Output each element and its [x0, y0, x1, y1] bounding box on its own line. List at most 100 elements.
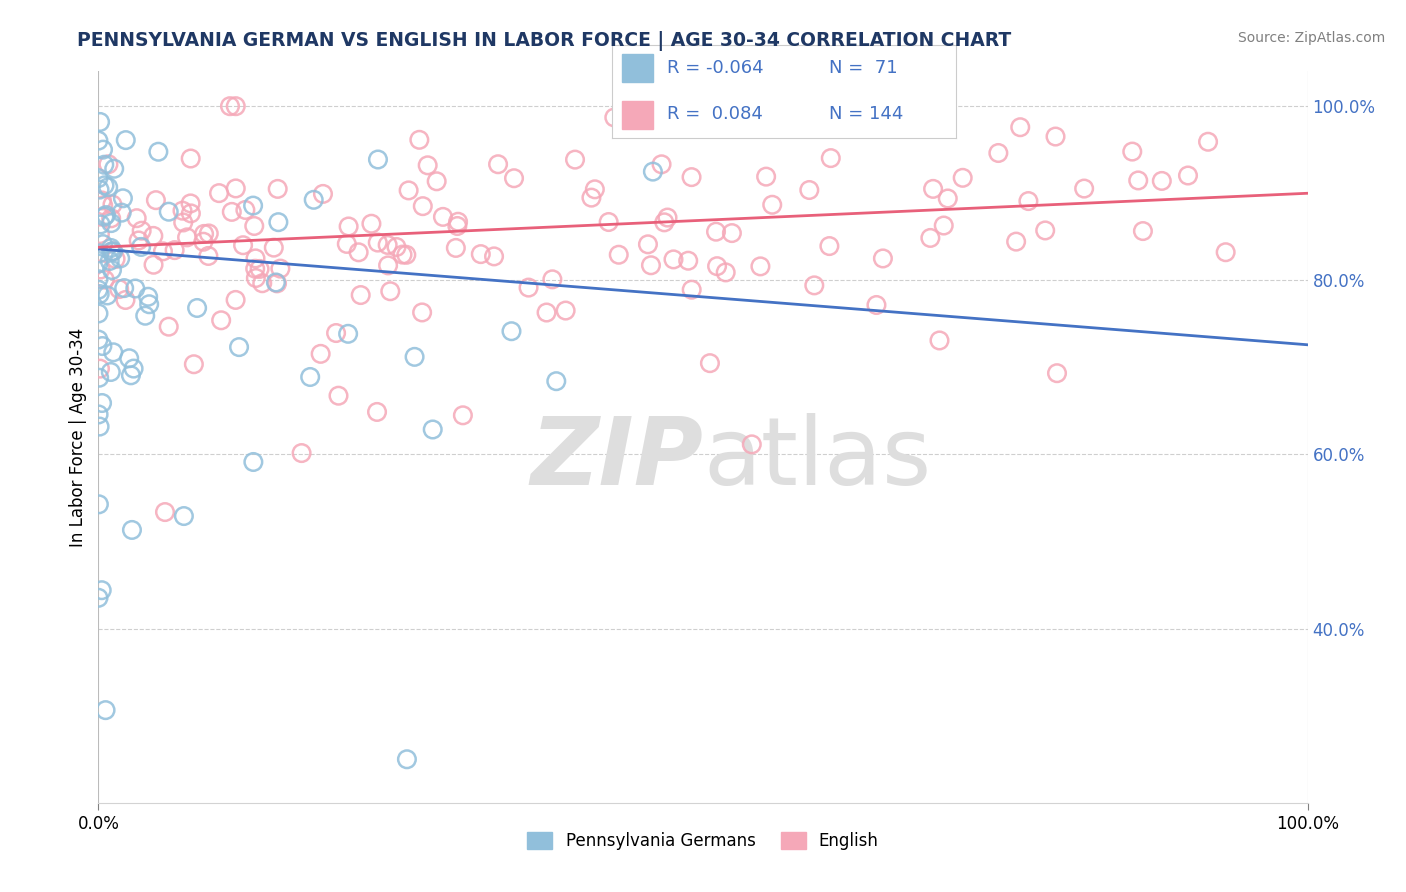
- Point: [360, 217, 382, 231]
- Point: [657, 211, 679, 225]
- Point: [128, 234, 150, 248]
- Point: [89, 227, 111, 241]
- Point: [97, 157, 120, 171]
- Point: [91, 198, 114, 212]
- Point: [121, 523, 143, 537]
- Point: [180, 206, 202, 220]
- Point: [90, 583, 112, 598]
- Point: [541, 272, 564, 286]
- Point: [699, 356, 721, 370]
- Point: [412, 199, 434, 213]
- Point: [225, 99, 247, 113]
- Point: [581, 191, 603, 205]
- Point: [252, 277, 274, 291]
- Point: [928, 334, 950, 348]
- Point: [225, 293, 247, 307]
- Point: [145, 193, 167, 207]
- Point: [111, 191, 134, 205]
- Point: [111, 205, 134, 219]
- Point: [564, 153, 586, 167]
- Text: PENNSYLVANIA GERMAN VS ENGLISH IN LABOR FORCE | AGE 30-34 CORRELATION CHART: PENNSYLVANIA GERMAN VS ENGLISH IN LABOR …: [77, 31, 1011, 51]
- Point: [1005, 235, 1028, 249]
- Point: [337, 326, 360, 341]
- Point: [651, 157, 673, 171]
- Point: [134, 309, 156, 323]
- Point: [1150, 174, 1173, 188]
- Text: R =  0.084: R = 0.084: [666, 105, 762, 123]
- Point: [87, 171, 110, 186]
- Point: [93, 158, 115, 172]
- Point: [264, 276, 287, 290]
- Point: [245, 261, 267, 276]
- Point: [640, 258, 662, 272]
- Point: [872, 252, 894, 266]
- Point: [96, 288, 118, 302]
- Point: [142, 228, 165, 243]
- Point: [87, 591, 110, 605]
- Text: ZIP: ZIP: [530, 413, 703, 505]
- Point: [503, 171, 526, 186]
- Point: [89, 370, 111, 384]
- Point: [598, 215, 620, 229]
- Text: Source: ZipAtlas.com: Source: ZipAtlas.com: [1237, 31, 1385, 45]
- Point: [104, 252, 127, 266]
- Point: [749, 260, 772, 274]
- Point: [486, 157, 509, 171]
- Point: [225, 181, 247, 195]
- Point: [142, 258, 165, 272]
- Point: [138, 297, 160, 311]
- Point: [447, 215, 470, 229]
- Point: [197, 227, 219, 241]
- Point: [302, 193, 325, 207]
- Point: [186, 301, 208, 315]
- Point: [451, 409, 474, 423]
- Point: [1121, 145, 1143, 159]
- Point: [536, 305, 558, 319]
- Point: [416, 158, 439, 172]
- Point: [920, 231, 942, 245]
- Point: [312, 186, 335, 201]
- Point: [112, 281, 135, 295]
- Point: [101, 244, 124, 259]
- Point: [157, 204, 180, 219]
- Point: [517, 280, 540, 294]
- Point: [336, 236, 359, 251]
- Point: [228, 340, 250, 354]
- Point: [90, 194, 112, 208]
- Point: [242, 455, 264, 469]
- Point: [93, 178, 115, 193]
- Point: [470, 247, 492, 261]
- Point: [108, 282, 131, 296]
- Point: [803, 278, 825, 293]
- Point: [101, 263, 124, 277]
- Point: [932, 219, 955, 233]
- Point: [607, 248, 630, 262]
- Point: [91, 339, 114, 353]
- Point: [865, 298, 887, 312]
- Point: [1128, 173, 1150, 187]
- Point: [221, 205, 243, 219]
- Point: [266, 277, 288, 291]
- Point: [952, 170, 974, 185]
- Point: [131, 224, 153, 238]
- Point: [163, 243, 186, 257]
- Point: [818, 239, 841, 253]
- Point: [87, 134, 110, 148]
- Point: [193, 235, 215, 249]
- Point: [235, 202, 257, 217]
- Point: [922, 182, 945, 196]
- Point: [761, 198, 783, 212]
- Point: [87, 256, 110, 270]
- Point: [1045, 129, 1067, 144]
- Point: [87, 306, 110, 320]
- Point: [309, 347, 332, 361]
- Point: [380, 285, 402, 299]
- Point: [269, 261, 291, 276]
- Point: [704, 225, 727, 239]
- Point: [114, 293, 136, 307]
- Point: [180, 152, 202, 166]
- Point: [118, 351, 141, 366]
- Text: R = -0.064: R = -0.064: [666, 60, 763, 78]
- Point: [659, 99, 682, 113]
- Point: [243, 219, 266, 233]
